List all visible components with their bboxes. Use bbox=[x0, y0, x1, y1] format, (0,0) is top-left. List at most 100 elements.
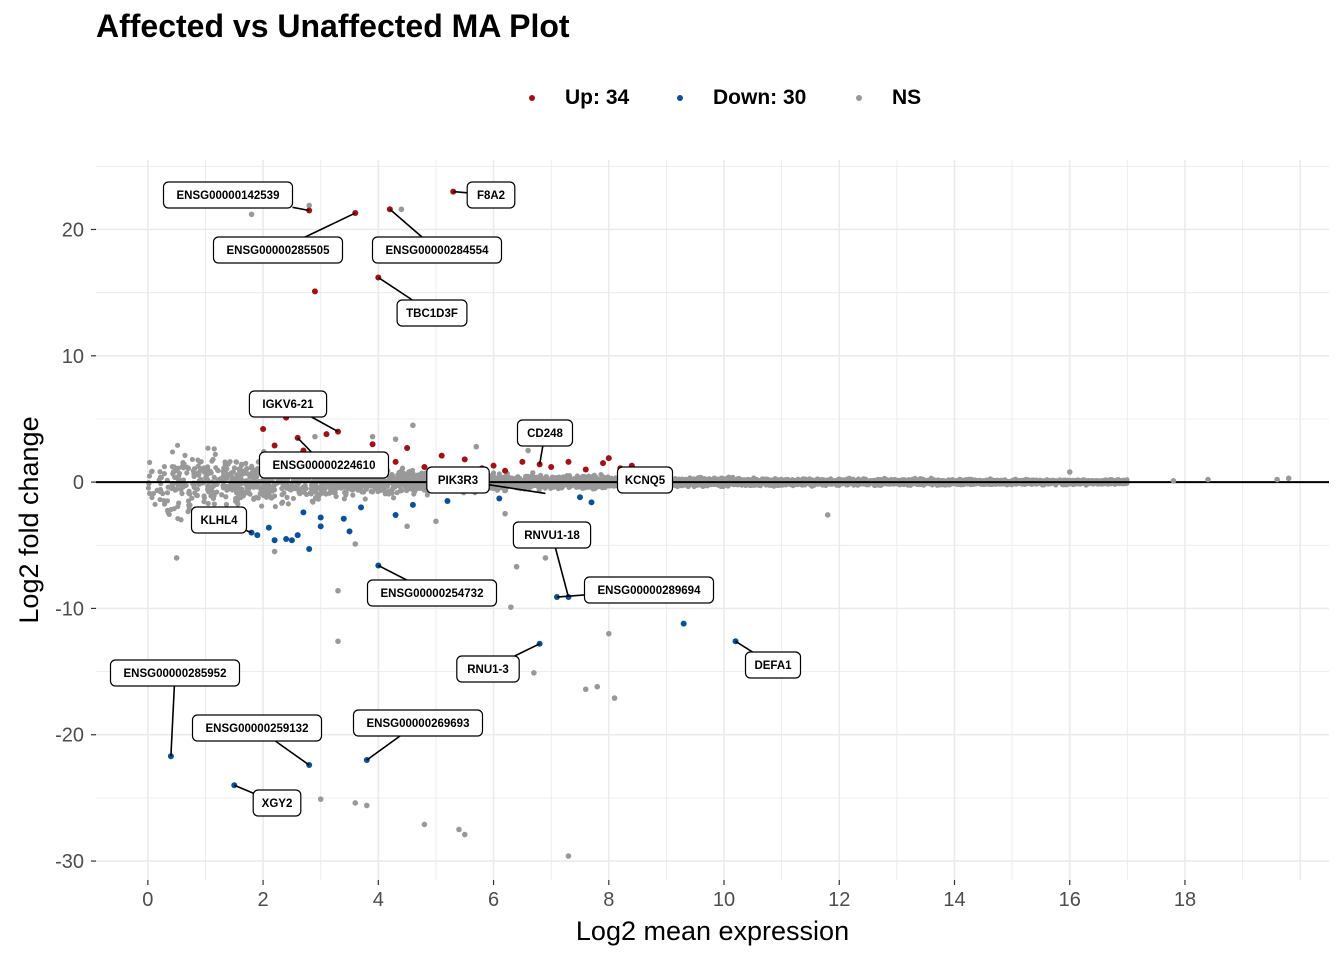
ns-point bbox=[418, 471, 424, 477]
ns-point bbox=[279, 485, 285, 492]
ns-point bbox=[253, 472, 260, 478]
ns-point bbox=[390, 495, 397, 501]
ns-point bbox=[730, 474, 736, 480]
ns-point bbox=[266, 489, 272, 495]
ns-point bbox=[146, 490, 153, 496]
ns-point bbox=[224, 487, 230, 493]
ns-point bbox=[238, 476, 244, 482]
ns-point bbox=[218, 475, 224, 482]
ns-point bbox=[255, 484, 261, 490]
ns-point bbox=[194, 492, 200, 499]
ns-point bbox=[369, 489, 376, 495]
ns-point bbox=[272, 503, 278, 510]
ns-point bbox=[147, 459, 153, 466]
ns-point bbox=[152, 501, 158, 507]
ns-point bbox=[235, 494, 241, 500]
ns-point bbox=[176, 500, 182, 506]
ns-point bbox=[357, 485, 363, 491]
ns-point bbox=[223, 494, 229, 500]
ns-point bbox=[191, 466, 198, 472]
ns-point bbox=[161, 471, 167, 477]
grid-lines bbox=[96, 160, 1329, 880]
ns-point bbox=[290, 495, 297, 502]
ns-point bbox=[157, 487, 164, 493]
ns-point bbox=[410, 471, 416, 477]
ns-point bbox=[180, 460, 186, 466]
ns-point bbox=[310, 499, 316, 505]
ns-point bbox=[297, 491, 303, 497]
ns-point bbox=[284, 494, 290, 500]
ns-point bbox=[308, 485, 315, 492]
ns-point bbox=[496, 471, 502, 477]
ns-point bbox=[687, 476, 693, 482]
ns-point bbox=[263, 494, 270, 500]
ns-point bbox=[239, 461, 245, 467]
ns-point bbox=[247, 474, 253, 480]
ns-point bbox=[182, 452, 188, 458]
ns-point bbox=[308, 491, 314, 497]
ns-point bbox=[210, 495, 217, 502]
ns-point bbox=[212, 451, 218, 457]
ns-point bbox=[206, 489, 212, 495]
ns-point bbox=[386, 491, 392, 497]
ns-point bbox=[404, 487, 410, 494]
ns-point bbox=[387, 476, 393, 482]
ns-point bbox=[414, 475, 421, 481]
ns-point bbox=[205, 500, 211, 507]
ns-point bbox=[362, 496, 368, 502]
ns-point bbox=[201, 495, 208, 501]
ns-point bbox=[313, 482, 319, 488]
ns-point bbox=[169, 449, 176, 455]
ns-point bbox=[271, 493, 278, 499]
ns-point bbox=[283, 481, 289, 488]
ns-point bbox=[527, 475, 533, 481]
ns-point bbox=[191, 484, 197, 490]
ns-point bbox=[221, 465, 227, 471]
ns-point bbox=[424, 492, 430, 498]
ns-point bbox=[157, 469, 163, 475]
ns-point bbox=[205, 445, 211, 451]
ns-point bbox=[360, 489, 367, 495]
ns-point bbox=[175, 515, 181, 522]
ns-point bbox=[419, 476, 425, 483]
ns-point bbox=[184, 470, 190, 476]
ns-point bbox=[399, 467, 405, 473]
ns-point bbox=[361, 481, 368, 488]
ns-point bbox=[396, 472, 402, 478]
ns-point bbox=[211, 489, 217, 496]
ns-point bbox=[375, 488, 381, 495]
ns-point bbox=[279, 492, 285, 498]
ns-point bbox=[343, 490, 349, 496]
ns-point bbox=[236, 466, 242, 472]
ns-point bbox=[199, 467, 205, 473]
ns-point bbox=[239, 486, 245, 492]
ns-point bbox=[514, 476, 521, 483]
ns-point bbox=[509, 475, 516, 481]
ns-point bbox=[149, 494, 155, 501]
ns-point bbox=[285, 501, 291, 507]
ns-point bbox=[221, 472, 227, 478]
ns-point bbox=[220, 482, 226, 489]
ns-point bbox=[322, 486, 328, 492]
ns-point bbox=[145, 485, 151, 491]
ns-point bbox=[279, 500, 285, 506]
ns-point bbox=[259, 503, 265, 509]
ns-point bbox=[530, 470, 536, 476]
ns-point bbox=[243, 460, 249, 466]
ns-point bbox=[185, 508, 191, 515]
ns-point bbox=[165, 484, 171, 490]
ns-point bbox=[235, 501, 241, 507]
ns-point bbox=[161, 464, 168, 470]
ns-point bbox=[150, 490, 157, 497]
ns-point bbox=[592, 485, 598, 492]
ns-point bbox=[242, 490, 249, 496]
ns-point bbox=[225, 461, 231, 467]
ns-point bbox=[211, 474, 217, 480]
ns-point bbox=[189, 456, 196, 463]
ns-point bbox=[205, 482, 211, 488]
ns-point bbox=[211, 501, 217, 507]
ns-point bbox=[164, 490, 171, 496]
ns-point bbox=[322, 490, 329, 497]
ns-point bbox=[215, 467, 221, 473]
ns-point bbox=[262, 483, 268, 489]
